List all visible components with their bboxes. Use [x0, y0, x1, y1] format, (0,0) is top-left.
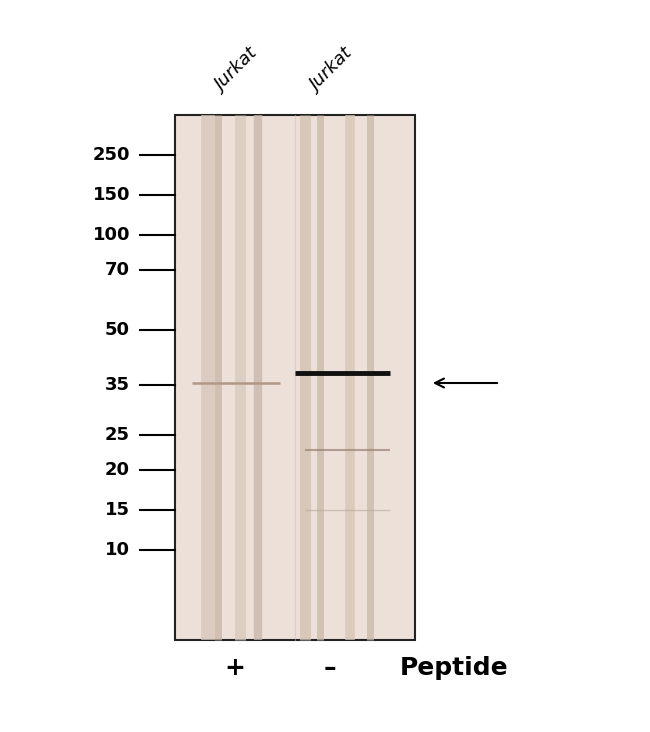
Text: 15: 15 [105, 501, 130, 519]
Bar [175, 115, 415, 640]
Text: 25: 25 [105, 426, 130, 444]
Text: 35: 35 [105, 376, 130, 394]
Text: Jurkat: Jurkat [213, 45, 262, 95]
Text: 150: 150 [92, 186, 130, 204]
Text: 20: 20 [105, 461, 130, 479]
Text: 10: 10 [105, 541, 130, 559]
Text: 100: 100 [92, 226, 130, 244]
Text: 70: 70 [105, 261, 130, 279]
Text: –: – [324, 656, 336, 680]
Text: 50: 50 [105, 321, 130, 339]
Text: Jurkat: Jurkat [307, 45, 357, 95]
Text: +: + [224, 656, 246, 680]
Text: 250: 250 [92, 146, 130, 164]
Text: Peptide: Peptide [400, 656, 508, 680]
